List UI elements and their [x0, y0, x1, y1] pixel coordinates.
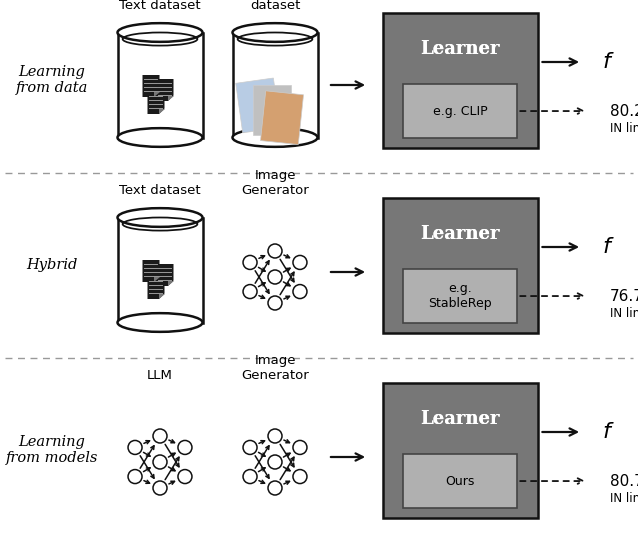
Polygon shape	[168, 96, 174, 101]
Circle shape	[243, 255, 257, 269]
Text: Learner: Learner	[420, 225, 500, 243]
FancyBboxPatch shape	[403, 454, 517, 508]
Polygon shape	[142, 75, 160, 97]
Text: Learner: Learner	[420, 410, 500, 428]
Circle shape	[153, 429, 167, 443]
Text: Text dataset: Text dataset	[119, 184, 201, 197]
Ellipse shape	[232, 128, 318, 147]
Text: Learner: Learner	[420, 225, 500, 243]
Text: Image
Generator: Image Generator	[241, 354, 309, 382]
Circle shape	[128, 470, 142, 483]
Polygon shape	[154, 91, 160, 97]
Text: Learning
from data: Learning from data	[16, 65, 88, 95]
Text: IN lin. acc: IN lin. acc	[610, 491, 638, 504]
FancyBboxPatch shape	[383, 382, 537, 517]
Text: $f$: $f$	[602, 51, 614, 73]
Text: Text dataset: Text dataset	[119, 0, 201, 12]
Circle shape	[293, 285, 307, 299]
Polygon shape	[147, 277, 165, 299]
Circle shape	[128, 441, 142, 455]
Text: 80.7%: 80.7%	[610, 474, 638, 489]
Polygon shape	[232, 32, 318, 138]
Text: $f$: $f$	[602, 236, 614, 258]
Circle shape	[268, 270, 282, 284]
FancyBboxPatch shape	[260, 91, 304, 145]
Text: 76.7%: 76.7%	[610, 288, 638, 303]
FancyBboxPatch shape	[403, 84, 517, 138]
Polygon shape	[156, 264, 174, 286]
Ellipse shape	[232, 23, 318, 42]
Circle shape	[268, 244, 282, 258]
Circle shape	[178, 441, 192, 455]
Text: Learner: Learner	[420, 40, 500, 58]
Text: Learning
from models: Learning from models	[6, 435, 98, 465]
Ellipse shape	[117, 23, 202, 42]
Ellipse shape	[117, 128, 202, 147]
Polygon shape	[117, 218, 202, 322]
Circle shape	[153, 481, 167, 495]
Text: e.g. CLIP: e.g. CLIP	[433, 105, 487, 118]
FancyBboxPatch shape	[403, 269, 517, 323]
Circle shape	[293, 255, 307, 269]
Circle shape	[268, 296, 282, 310]
Text: Learner: Learner	[420, 40, 500, 58]
Circle shape	[153, 455, 167, 469]
FancyBboxPatch shape	[235, 78, 280, 133]
Circle shape	[243, 285, 257, 299]
FancyBboxPatch shape	[383, 198, 537, 333]
Circle shape	[178, 470, 192, 483]
Text: Ours: Ours	[445, 475, 475, 488]
Text: Learner: Learner	[420, 410, 500, 428]
Ellipse shape	[117, 208, 202, 227]
Circle shape	[268, 481, 282, 495]
Text: $f$: $f$	[602, 421, 614, 443]
Text: Image
Generator: Image Generator	[241, 169, 309, 197]
Text: IN lin. acc: IN lin. acc	[610, 307, 638, 320]
Polygon shape	[117, 32, 202, 138]
Text: e.g.
StableRep: e.g. StableRep	[428, 282, 492, 310]
Circle shape	[268, 429, 282, 443]
Polygon shape	[159, 294, 165, 299]
Polygon shape	[168, 280, 174, 286]
Circle shape	[293, 470, 307, 483]
Polygon shape	[154, 276, 160, 282]
Circle shape	[268, 455, 282, 469]
Polygon shape	[156, 79, 174, 101]
Polygon shape	[159, 109, 165, 114]
Text: IN lin. acc: IN lin. acc	[610, 122, 638, 134]
Polygon shape	[147, 92, 165, 114]
Circle shape	[293, 441, 307, 455]
Ellipse shape	[117, 313, 202, 332]
Text: Image
dataset: Image dataset	[250, 0, 300, 12]
FancyBboxPatch shape	[383, 12, 537, 147]
Polygon shape	[142, 260, 160, 282]
Text: 80.2%: 80.2%	[610, 104, 638, 119]
Circle shape	[243, 470, 257, 483]
Text: LLM: LLM	[147, 369, 173, 382]
Circle shape	[243, 441, 257, 455]
FancyBboxPatch shape	[253, 85, 291, 135]
Text: Hybrid: Hybrid	[26, 258, 78, 272]
